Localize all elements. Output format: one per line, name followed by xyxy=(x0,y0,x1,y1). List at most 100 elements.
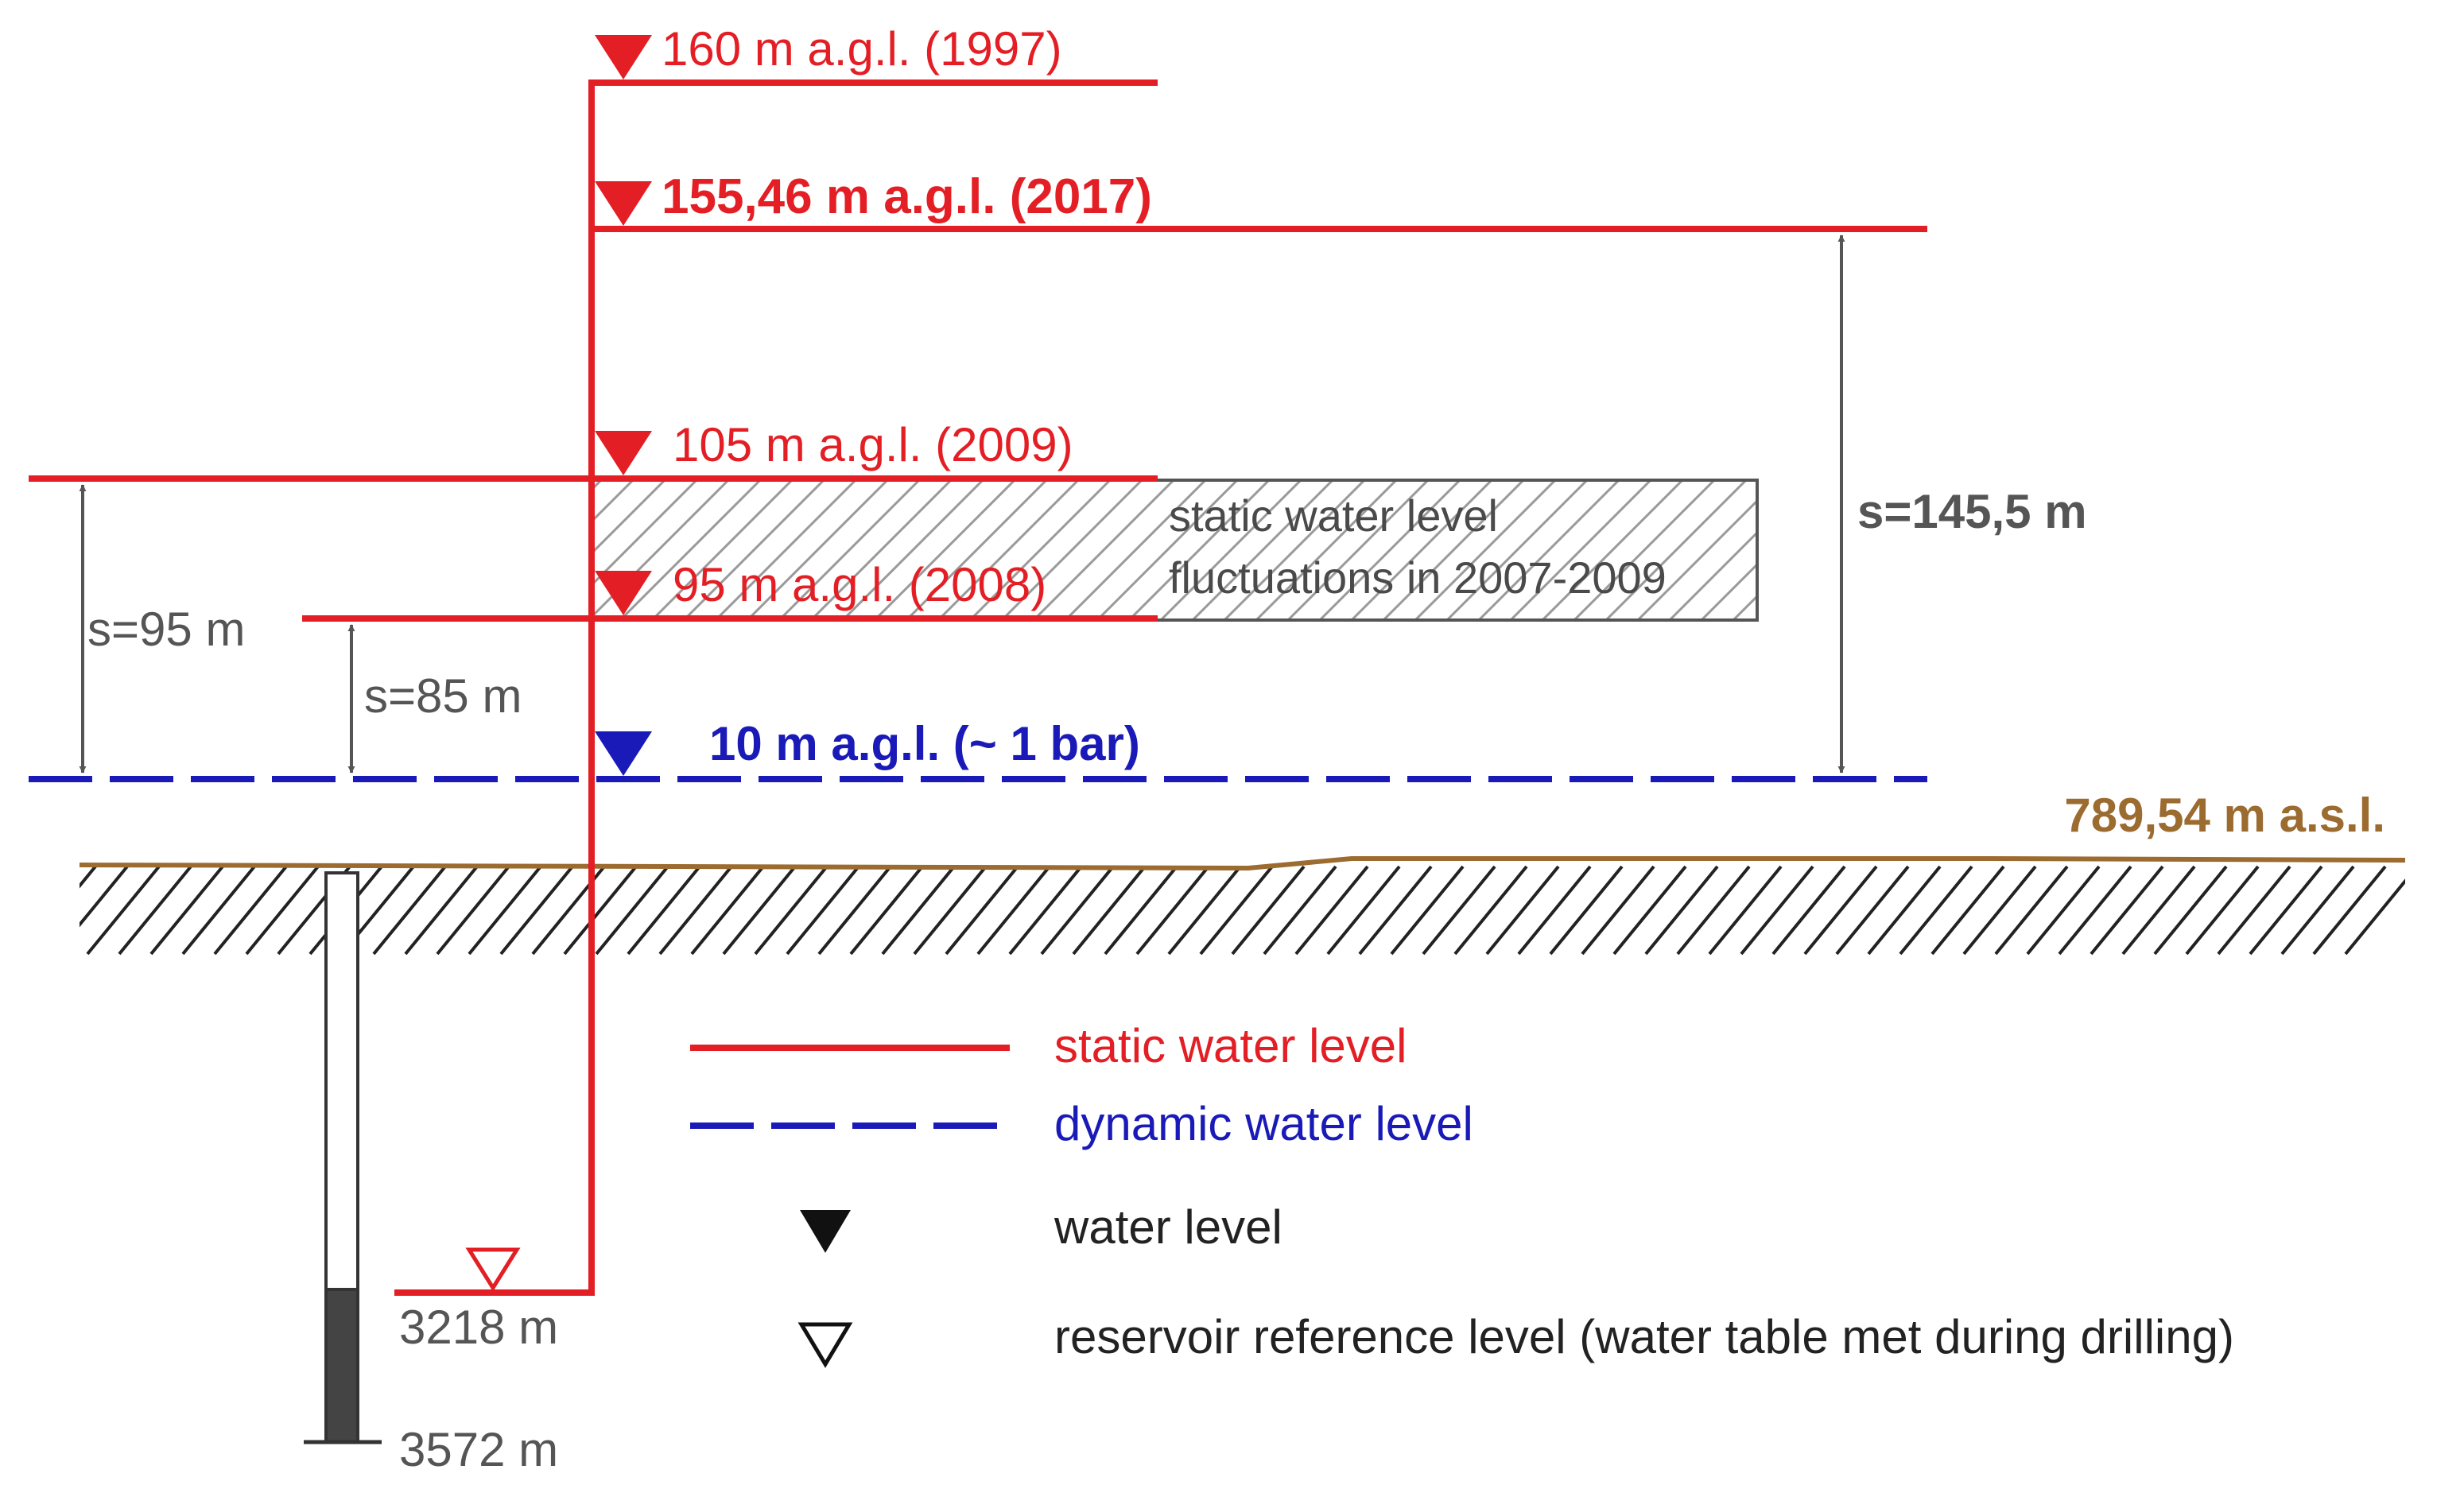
ground-hatch-stroke xyxy=(1612,865,1687,956)
ground-hatch-stroke xyxy=(754,865,828,956)
label-ground-elevation: 789,54 m a.s.l. xyxy=(2064,789,2385,842)
ground-hatch-stroke xyxy=(1263,865,1337,956)
ground-hatch-stroke xyxy=(1104,865,1178,956)
water-level-marker-2017 xyxy=(595,181,652,226)
ground-hatch-stroke xyxy=(627,865,701,956)
ground-hatch-stroke xyxy=(1422,865,1496,956)
ground-hatch-stroke xyxy=(1962,865,2037,956)
ground-hatch-stroke xyxy=(881,865,956,956)
water-level-marker-2009 xyxy=(595,431,652,475)
ground-hatch-stroke xyxy=(976,865,1051,956)
ground-hatch-stroke xyxy=(436,865,510,956)
label-reservoir-depth: 3218 m xyxy=(399,1301,558,1354)
legend-reservoir-label: reservoir reference level (water table m… xyxy=(1054,1310,2234,1363)
ground-hatch-stroke xyxy=(1517,865,1592,956)
ground-hatch-stroke xyxy=(1358,865,1433,956)
ground-hatch-stroke xyxy=(2058,865,2132,956)
legend-reservoir-marker xyxy=(797,1322,853,1368)
label-static-2017: 155,46 m a.g.l. (2017) xyxy=(662,169,1152,224)
ground-hatch-stroke xyxy=(245,865,320,956)
ground-hatch-stroke xyxy=(1040,865,1115,956)
ground-hatch-stroke xyxy=(658,865,733,956)
ground-hatch-stroke xyxy=(722,865,797,956)
ground-hatch-stroke xyxy=(2121,865,2196,956)
ground-hatch-stroke xyxy=(1740,865,1814,956)
ground-hatch-stroke xyxy=(1930,865,2005,956)
ground-hatch-stroke xyxy=(2344,865,2405,956)
ground-hatch-stroke xyxy=(1835,865,1910,956)
reservoir-reference-marker xyxy=(465,1247,521,1292)
ground-hatch-stroke xyxy=(80,865,97,956)
ground-hatch-stroke xyxy=(849,865,924,956)
ground-hatch-stroke xyxy=(2312,865,2387,956)
label-drawdown-145: s=145,5 m xyxy=(1857,485,2087,538)
ground-hatch-stroke xyxy=(181,865,256,956)
well-bore-upper xyxy=(324,871,359,1291)
ground-hatch-stroke xyxy=(690,865,765,956)
ground-hatch-stroke xyxy=(563,865,638,956)
ground-hatch-stroke xyxy=(80,865,129,956)
fluctuation-box-line2: fluctuations in 2007-2009 xyxy=(1169,553,1667,603)
water-level-marker-2008 xyxy=(595,571,652,615)
ground-hatch-stroke xyxy=(2090,865,2164,956)
ground-surface-line xyxy=(79,856,2406,871)
ground-hatch-stroke xyxy=(213,865,288,956)
ground-hatch-stroke xyxy=(1803,865,1878,956)
ground-hatching xyxy=(80,865,2405,956)
legend-dynamic-label: dynamic water level xyxy=(1054,1097,1473,1150)
label-dynamic-level: 10 m a.g.l. (~ 1 bar) xyxy=(709,717,1140,770)
label-drawdown-85: s=85 m xyxy=(364,669,522,723)
ground-hatch-stroke xyxy=(1294,865,1369,956)
ground-hatch-stroke xyxy=(1676,865,1751,956)
ground-hatch-stroke xyxy=(499,865,574,956)
ground-hatch-stroke xyxy=(2026,865,2101,956)
ground-hatch-stroke xyxy=(1485,865,1560,956)
fluctuation-box-line1: static water level xyxy=(1169,490,1498,541)
legend-water-level-label: water level xyxy=(1054,1200,1282,1254)
ground-hatch-stroke xyxy=(1199,865,1274,956)
ground-hatch-stroke xyxy=(372,865,447,956)
label-static-1997: 160 m a.g.l. (1997) xyxy=(662,22,1062,76)
ground-hatch-stroke xyxy=(2280,865,2355,956)
legend-static-label: static water level xyxy=(1054,1019,1407,1072)
ground-hatch-stroke xyxy=(2217,865,2291,956)
well-bore-screen xyxy=(324,1288,359,1444)
ground-hatch-stroke xyxy=(1167,865,1242,956)
ground-hatch-stroke xyxy=(1994,865,2069,956)
ground-hatch-stroke xyxy=(1390,865,1465,956)
water-level-marker-1997 xyxy=(595,35,652,79)
ground-hatch-stroke xyxy=(786,865,860,956)
ground-hatch-stroke xyxy=(1072,865,1147,956)
water-level-marker-dynamic xyxy=(595,731,652,776)
ground-hatch-stroke xyxy=(1326,865,1401,956)
ground-hatch-stroke xyxy=(1708,865,1783,956)
ground-hatch-stroke xyxy=(913,865,988,956)
ground-hatch-stroke xyxy=(1453,865,1528,956)
ground-hatch-stroke xyxy=(1008,865,1083,956)
label-drawdown-95: s=95 m xyxy=(87,603,245,656)
ground-hatch-stroke xyxy=(1899,865,1973,956)
ground-hatch-stroke xyxy=(468,865,542,956)
label-total-depth: 3572 m xyxy=(399,1423,558,1476)
label-static-2008: 95 m a.g.l. (2008) xyxy=(673,558,1046,611)
ground-hatch-stroke xyxy=(86,865,161,956)
ground-hatch-stroke xyxy=(817,865,892,956)
ground-hatch-stroke xyxy=(1549,865,1624,956)
ground-hatch-stroke xyxy=(2249,865,2323,956)
ground-hatch-stroke xyxy=(1867,865,1942,956)
ground-hatch-stroke xyxy=(1644,865,1719,956)
legend-water-level-marker xyxy=(800,1210,851,1253)
ground-hatch-stroke xyxy=(1135,865,1210,956)
ground-hatch-stroke xyxy=(118,865,192,956)
ground-hatch-stroke xyxy=(2153,865,2228,956)
legend: static water level dynamic water level w… xyxy=(690,1019,2234,1368)
ground-hatch-stroke xyxy=(945,865,1019,956)
ground-hatch-stroke xyxy=(149,865,224,956)
ground-hatch-stroke xyxy=(2185,865,2260,956)
ground-hatch-stroke xyxy=(1231,865,1306,956)
ground-hatch-stroke xyxy=(595,865,669,956)
fluctuation-box xyxy=(592,479,1759,622)
ground-hatch-stroke xyxy=(1771,865,1846,956)
ground-hatch-stroke xyxy=(404,865,479,956)
